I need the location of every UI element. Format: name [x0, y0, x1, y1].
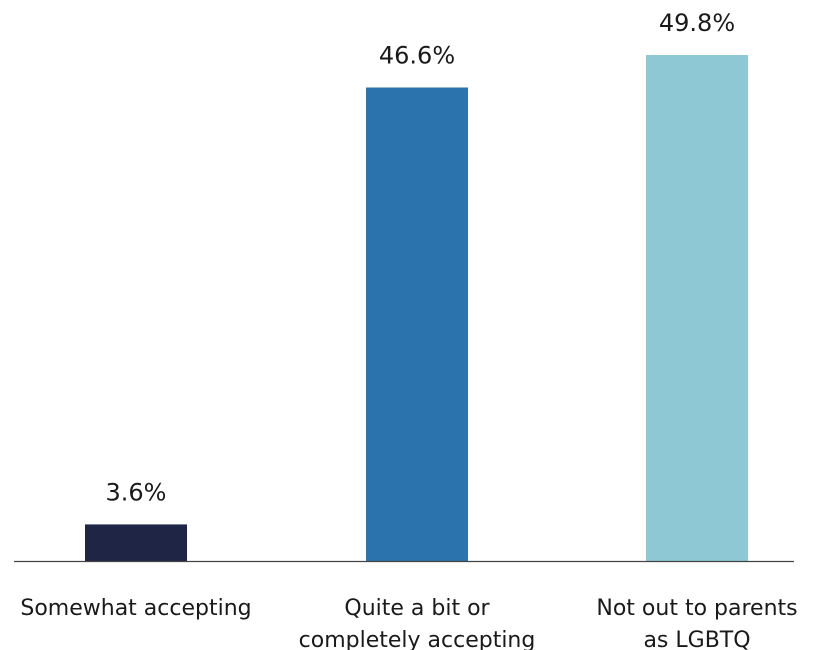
category-label-1: Somewhat accepting: [20, 596, 251, 621]
value-labels-group: 3.6% 46.6% 49.8%: [106, 9, 736, 506]
bars-group: [85, 55, 748, 562]
value-label-2: 46.6%: [379, 42, 455, 70]
bar-2: [366, 87, 468, 562]
value-label-3: 49.8%: [659, 9, 735, 37]
bar-3: [646, 55, 748, 561]
bar-1: [85, 524, 187, 561]
category-label-1-line-1: Somewhat accepting: [20, 596, 251, 621]
category-label-2-line-1: Quite a bit or: [344, 596, 490, 621]
category-label-2: Quite a bit or completely accepting: [299, 596, 536, 650]
category-label-3: Not out to parents as LGBTQ: [596, 596, 797, 650]
category-labels-group: Somewhat accepting Quite a bit or complete…: [20, 596, 797, 650]
value-label-1: 3.6%: [106, 478, 167, 506]
category-label-2-line-2: completely accepting: [299, 628, 536, 650]
category-label-3-line-1: Not out to parents: [596, 596, 797, 621]
category-label-3-line-2: as LGBTQ: [643, 628, 750, 650]
